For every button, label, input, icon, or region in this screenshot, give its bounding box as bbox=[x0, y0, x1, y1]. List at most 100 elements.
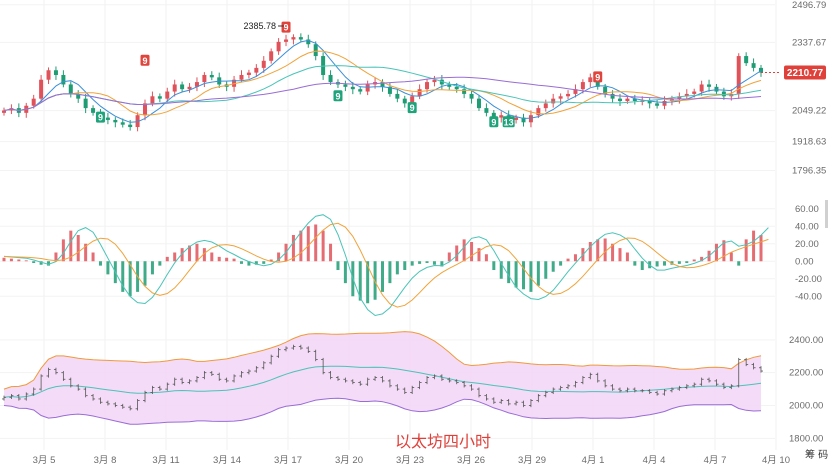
candle-body bbox=[61, 74, 66, 85]
macd-bar bbox=[499, 261, 503, 279]
macd-bar bbox=[24, 260, 28, 262]
macd-bar bbox=[410, 261, 414, 266]
macd-bar bbox=[432, 261, 436, 265]
candle-body bbox=[402, 98, 407, 104]
y-tick-label: 20.00 bbox=[795, 239, 819, 250]
candle-body bbox=[239, 74, 244, 80]
candle-body bbox=[543, 103, 548, 109]
td-marker bbox=[407, 102, 417, 114]
candle-body bbox=[588, 77, 593, 83]
y-tick-label: 2337.67 bbox=[792, 37, 826, 48]
macd-bar bbox=[150, 261, 154, 275]
y-tick-label: 40.00 bbox=[795, 221, 819, 232]
candle-body bbox=[566, 93, 571, 97]
ma-line-10 bbox=[3, 50, 762, 116]
td-marker-label: 9 bbox=[491, 117, 496, 127]
candle-body bbox=[647, 101, 652, 104]
macd-bar bbox=[700, 256, 704, 262]
td-marker bbox=[593, 71, 603, 83]
last-price-tag bbox=[784, 65, 826, 80]
y-tick-label: 2000.00 bbox=[789, 401, 823, 412]
chart-caption: 以太坊四小时 bbox=[395, 432, 491, 451]
macd-bar bbox=[633, 261, 637, 266]
macd-bar bbox=[544, 261, 548, 279]
y-tick-label: -20.00 bbox=[795, 274, 822, 285]
x-tick-label: 4月 10 bbox=[762, 455, 790, 466]
candle-body bbox=[751, 63, 756, 68]
macd-bar bbox=[744, 239, 748, 262]
candle-body bbox=[321, 56, 326, 75]
macd-bar bbox=[195, 243, 199, 262]
candle-body bbox=[417, 89, 422, 97]
macd-dea-line bbox=[3, 222, 769, 308]
candle-body bbox=[387, 86, 392, 94]
candle-body bbox=[744, 56, 749, 64]
macd-bar bbox=[425, 261, 429, 263]
macd-bar bbox=[618, 248, 622, 262]
macd-panel bbox=[2, 214, 769, 317]
macd-bar bbox=[418, 261, 422, 264]
macd-dif-line bbox=[3, 214, 769, 317]
candle-body bbox=[558, 96, 563, 99]
macd-bar bbox=[225, 257, 229, 262]
candle-body bbox=[135, 115, 140, 128]
td-marker-label: 9 bbox=[410, 103, 415, 113]
candle-body bbox=[491, 112, 496, 118]
y-tick-label: 1800.00 bbox=[789, 433, 823, 444]
macd-bar bbox=[366, 261, 370, 304]
candle-body bbox=[625, 98, 630, 102]
axes: 3月 5 3月 8 3月 11 3月 14 3月 17 3月 20 3月 23 3月 26 3月… bbox=[33, 0, 828, 466]
candle-body bbox=[350, 86, 355, 90]
price-panel: 9 9 9 9 9 9 13 9 2385.78 2210.77 bbox=[2, 21, 826, 132]
candle-body bbox=[655, 103, 660, 106]
candle-body bbox=[536, 108, 541, 116]
side-label[interactable]: 筹 码 bbox=[805, 448, 828, 461]
td-marker bbox=[281, 21, 291, 33]
macd-bar bbox=[143, 261, 147, 286]
candle-body bbox=[677, 96, 682, 99]
macd-bar bbox=[91, 252, 95, 262]
scrollbar-thumb[interactable] bbox=[825, 200, 828, 228]
y-tick-label: 2049.22 bbox=[792, 106, 826, 117]
candle-body bbox=[53, 70, 58, 75]
candle-body bbox=[358, 89, 363, 92]
candle-body bbox=[284, 39, 289, 42]
macd-bar bbox=[729, 252, 733, 262]
macd-bar bbox=[403, 261, 407, 270]
candle-body bbox=[454, 86, 459, 90]
y-tick-label: 60.00 bbox=[795, 204, 819, 215]
macd-bar bbox=[32, 261, 36, 263]
macd-bar bbox=[484, 254, 488, 262]
candle-body bbox=[276, 41, 281, 52]
macd-bar bbox=[173, 252, 177, 262]
candle-body bbox=[150, 96, 155, 104]
macd-bar bbox=[714, 243, 718, 262]
candle-body bbox=[692, 91, 697, 94]
td-marker bbox=[140, 54, 150, 66]
candle-body bbox=[380, 82, 385, 87]
y-tick-label: -40.00 bbox=[795, 291, 822, 302]
macd-bar bbox=[106, 261, 110, 275]
candle-body bbox=[46, 70, 51, 80]
macd-bar bbox=[158, 261, 162, 266]
macd-bar bbox=[39, 261, 43, 265]
candle-body bbox=[521, 117, 526, 123]
candle-body bbox=[528, 115, 533, 123]
macd-bar bbox=[388, 261, 392, 284]
candle-body bbox=[39, 79, 44, 99]
candle-body bbox=[105, 117, 110, 120]
macd-bar bbox=[514, 261, 518, 288]
macd-bar bbox=[254, 261, 258, 265]
macd-bar bbox=[759, 235, 763, 262]
ma-line-40 bbox=[3, 76, 762, 112]
candle-body bbox=[684, 93, 689, 97]
macd-bar bbox=[69, 230, 73, 262]
macd-bar bbox=[306, 226, 310, 262]
macd-bar bbox=[559, 261, 563, 266]
macd-bar bbox=[373, 261, 377, 300]
macd-bar bbox=[596, 239, 600, 262]
macd-bar bbox=[54, 252, 58, 262]
bollinger-upper bbox=[3, 331, 762, 390]
macd-bar bbox=[566, 258, 570, 262]
macd-bar bbox=[462, 239, 466, 262]
